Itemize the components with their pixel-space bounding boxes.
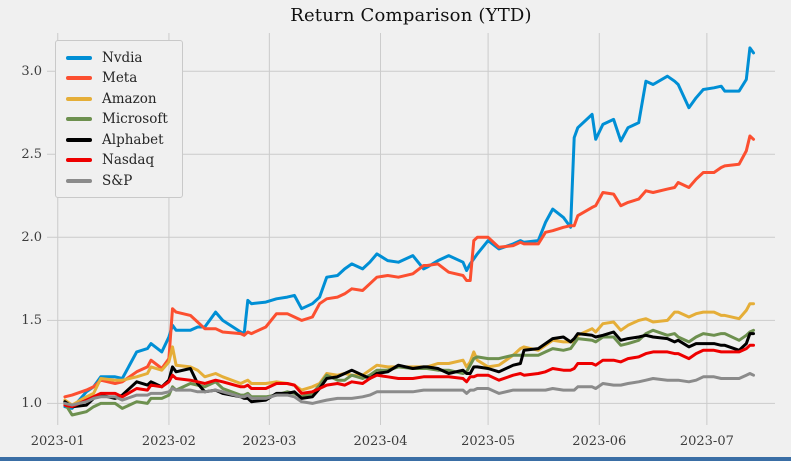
series-line-meta (63, 134, 755, 399)
legend-swatch-nvdia (66, 55, 92, 60)
series-line-microsoft (63, 328, 755, 417)
legend-label: Alphabet (102, 131, 164, 148)
x-tick-label: 2023-07 (679, 434, 734, 449)
legend-item-sp: S&P (66, 172, 168, 189)
legend-label: Amazon (102, 90, 157, 107)
x-tick-label: 2023-06 (572, 434, 627, 449)
legend-label: Nvdia (102, 49, 143, 66)
legend-label: S&P (102, 172, 133, 189)
bottom-accent-bar (0, 457, 791, 461)
legend-label: Nasdaq (102, 152, 155, 168)
series-line-alphabet (63, 330, 755, 409)
series-line-sp (63, 372, 755, 407)
legend-item-nasdaq: Nasdaq (66, 152, 168, 169)
y-tick-label: 2.0 (21, 229, 42, 245)
y-tick-label: 1.5 (21, 312, 42, 328)
series-line-nvdia (63, 46, 755, 410)
x-tick-label: 2023-04 (353, 434, 408, 449)
legend-label: Meta (102, 70, 138, 86)
legend-item-meta: Meta (66, 70, 168, 87)
legend-swatch-nasdaq (66, 158, 92, 162)
series-line-nasdaq (63, 343, 755, 409)
legend-swatch-amazon (66, 96, 92, 101)
y-tick-label: 3.0 (21, 63, 42, 79)
x-tick-label: 2023-05 (461, 434, 516, 449)
legend-label: Microsoft (102, 111, 168, 127)
x-tick-label: 2023-03 (242, 434, 297, 449)
x-tick-label: 2023-01 (30, 434, 85, 449)
legend-item-microsoft: Microsoft (66, 111, 168, 128)
legend: Nvdia Meta Amazon Microsoft Alphabet Nasdaq S&… (55, 40, 183, 198)
x-tick-label: 2023-02 (141, 434, 196, 449)
y-tick-label: 1.0 (21, 395, 42, 411)
legend-item-nvdia: Nvdia (66, 49, 168, 66)
line-chart-plot (47, 33, 775, 425)
legend-item-amazon: Amazon (66, 90, 168, 107)
legend-item-alphabet: Alphabet (66, 131, 168, 148)
legend-swatch-sp (66, 178, 92, 183)
y-tick-label: 2.5 (21, 146, 42, 162)
legend-swatch-microsoft (66, 117, 92, 121)
chart-title: Return Comparison (YTD) (290, 5, 532, 26)
legend-swatch-alphabet (66, 137, 92, 142)
legend-swatch-meta (66, 76, 92, 80)
